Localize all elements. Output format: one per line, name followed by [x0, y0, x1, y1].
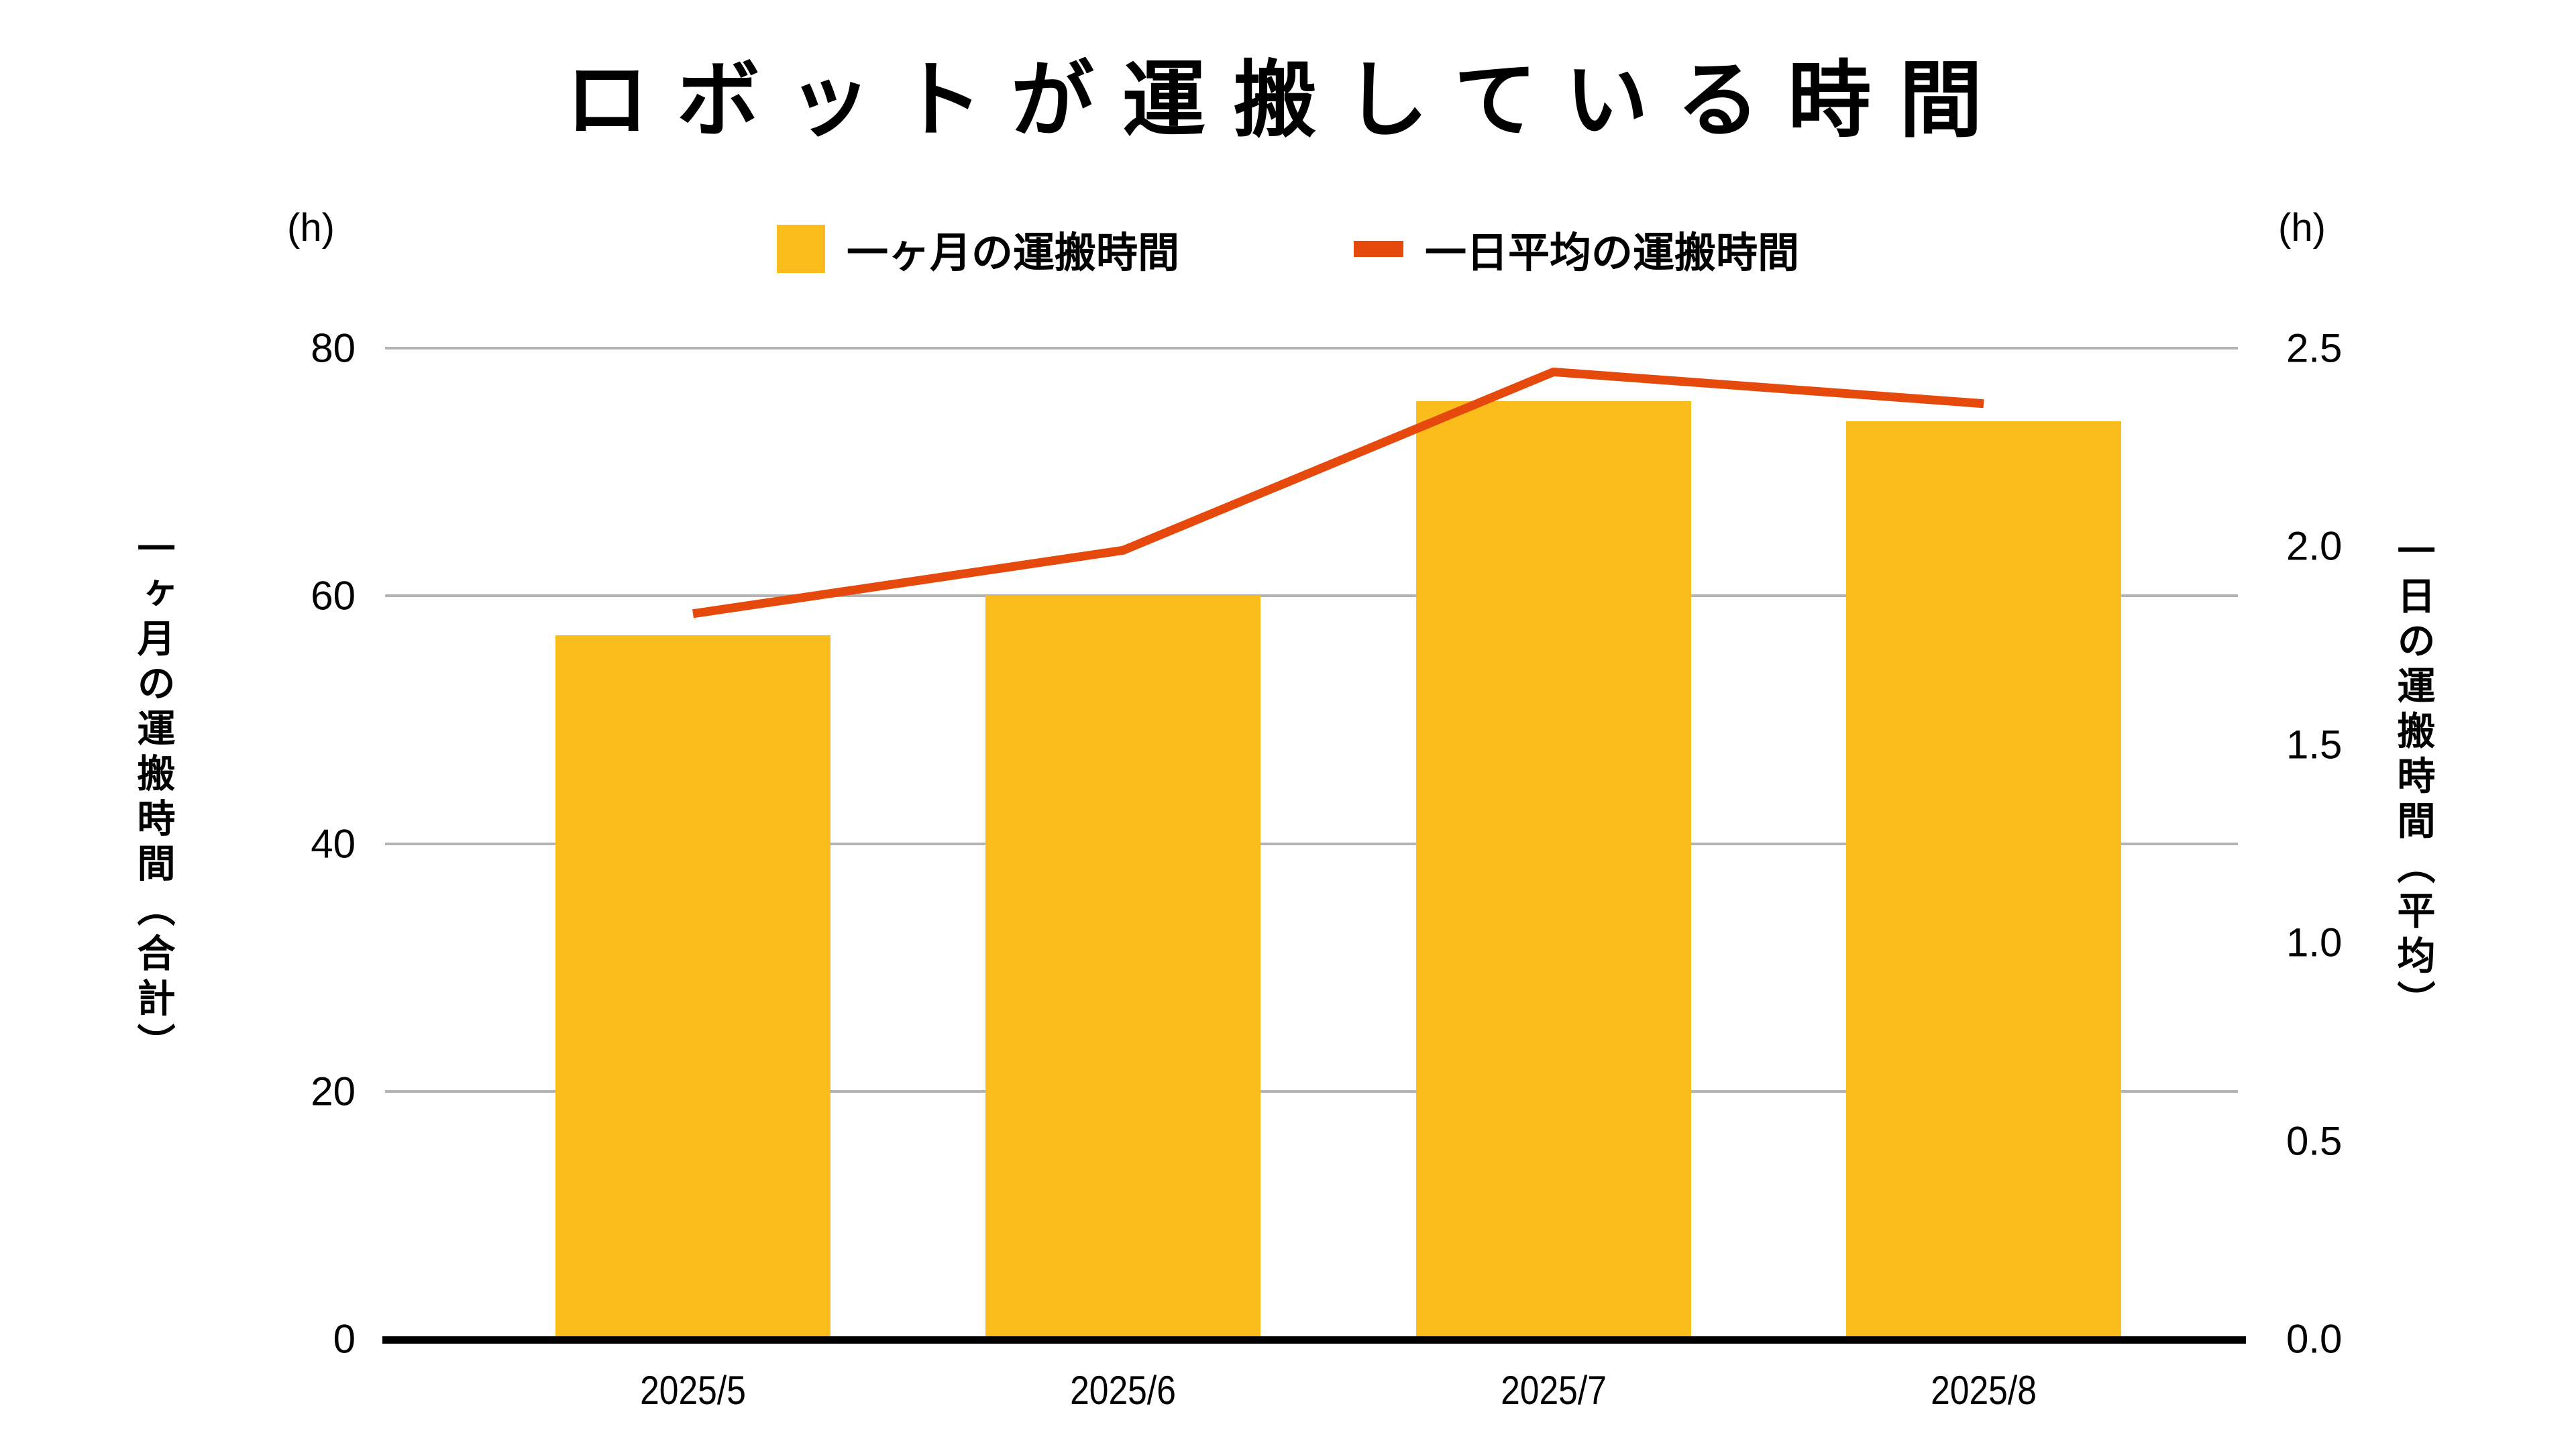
left-tick-0: 0 — [333, 1316, 356, 1362]
legend-bar-series-label: 一ヶ月の運搬時間 — [846, 230, 1179, 276]
left-axis-unit: (h) — [287, 206, 335, 250]
bar-2025/5 — [555, 635, 830, 1339]
right-tick-0.0: 0.0 — [2286, 1316, 2343, 1362]
legend-item-line-series: 一日平均の運搬時間 — [1354, 219, 1799, 279]
bar-2025/6 — [985, 596, 1261, 1339]
left-tick-60: 60 — [311, 573, 356, 619]
right-axis-title: 一日の運搬時間（平均） — [2392, 531, 2434, 1026]
average-line-series — [692, 367, 1984, 619]
gridline-80 — [385, 347, 2238, 350]
legend: 一ヶ月の運搬時間 一日平均の運搬時間 — [0, 219, 2576, 279]
plot-area — [385, 347, 2238, 1339]
bar-2025/8 — [1845, 421, 2121, 1339]
gridline-60 — [385, 594, 2238, 598]
x-label-2025/8: 2025/8 — [1931, 1368, 2037, 1413]
bar-series-swatch-icon — [776, 225, 825, 273]
right-axis-unit: (h) — [2278, 206, 2326, 250]
average-line-path — [692, 367, 1984, 619]
gridline-40 — [385, 842, 2238, 845]
chart-title: ロボットが運搬している時間 — [565, 54, 2011, 147]
right-tick-0.5: 0.5 — [2286, 1118, 2343, 1164]
left-tick-80: 80 — [311, 325, 356, 371]
right-tick-1.5: 1.5 — [2286, 722, 2343, 767]
line-series-swatch-icon — [1354, 241, 1403, 257]
x-axis-baseline — [382, 1336, 2246, 1344]
left-tick-20: 20 — [311, 1069, 356, 1114]
bar-2025/7 — [1415, 401, 1691, 1339]
x-label-2025/5: 2025/5 — [640, 1368, 746, 1413]
right-tick-2.0: 2.0 — [2286, 523, 2343, 569]
legend-item-bar-series: 一ヶ月の運搬時間 — [776, 219, 1179, 279]
right-tick-1.0: 1.0 — [2286, 920, 2343, 965]
left-tick-40: 40 — [311, 821, 356, 866]
gridline-20 — [385, 1089, 2238, 1093]
legend-line-series-label: 一日平均の運搬時間 — [1425, 230, 1800, 276]
right-tick-2.5: 2.5 — [2286, 325, 2343, 371]
x-label-2025/7: 2025/7 — [1500, 1368, 1607, 1413]
x-label-2025/6: 2025/6 — [1070, 1368, 1177, 1413]
left-axis-title: 一ヶ月の運搬時間（合計） — [131, 529, 174, 1068]
